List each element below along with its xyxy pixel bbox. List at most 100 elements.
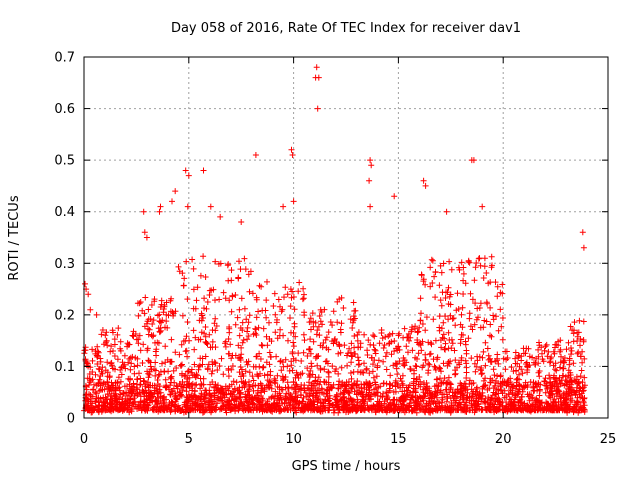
data-point — [325, 368, 332, 375]
data-point — [350, 313, 357, 320]
data-point — [301, 309, 308, 316]
data-point — [289, 349, 296, 355]
data-point — [284, 407, 291, 413]
data-point — [365, 405, 372, 412]
data-point — [253, 353, 260, 360]
data-point — [255, 308, 262, 315]
data-point — [300, 295, 307, 302]
data-point — [128, 360, 135, 367]
data-point — [341, 383, 348, 389]
data-point — [183, 333, 190, 340]
data-point — [464, 389, 471, 396]
data-point — [482, 339, 489, 346]
data-point — [577, 373, 584, 380]
data-point — [526, 391, 533, 398]
data-point — [420, 276, 427, 283]
data-point — [172, 398, 179, 405]
data-point — [225, 277, 232, 284]
data-point — [461, 399, 468, 406]
data-point — [90, 406, 97, 413]
data-point — [168, 336, 175, 343]
data-point — [290, 397, 297, 404]
data-point — [365, 382, 372, 389]
data-point — [144, 347, 151, 354]
data-point — [309, 310, 316, 317]
data-point — [553, 367, 560, 374]
data-point — [238, 398, 245, 405]
data-point — [128, 388, 135, 395]
data-point — [529, 354, 536, 361]
data-point — [97, 395, 104, 402]
data-point — [132, 398, 138, 405]
data-point — [499, 336, 506, 343]
data-point — [332, 396, 339, 403]
data-point — [105, 383, 112, 390]
data-point — [301, 387, 308, 394]
data-point — [139, 360, 146, 366]
data-point — [266, 349, 273, 356]
data-point — [461, 385, 468, 392]
data-point — [291, 407, 298, 414]
data-point — [445, 329, 452, 336]
data-point — [481, 255, 488, 262]
data-point — [443, 398, 450, 405]
data-point — [442, 340, 449, 347]
data-point — [184, 394, 191, 401]
data-point — [244, 328, 251, 335]
data-point — [466, 310, 473, 317]
data-point — [348, 375, 355, 382]
data-point — [566, 403, 573, 410]
data-point — [196, 317, 203, 324]
data-point — [169, 198, 175, 205]
data-point — [503, 380, 510, 387]
data-point — [450, 315, 457, 322]
data-point — [178, 392, 185, 399]
data-point — [363, 366, 370, 373]
data-point — [184, 319, 191, 325]
data-point — [406, 337, 412, 344]
data-point — [125, 359, 132, 366]
data-point — [454, 389, 460, 396]
data-point — [226, 383, 233, 390]
data-point — [421, 393, 428, 400]
data-point — [306, 379, 312, 386]
data-point — [282, 284, 289, 291]
data-point — [268, 385, 275, 392]
data-point — [468, 386, 475, 393]
data-point — [471, 321, 478, 328]
data-point — [102, 367, 109, 374]
data-point — [143, 320, 150, 327]
data-point — [304, 353, 311, 359]
data-point — [518, 399, 525, 406]
data-point — [570, 330, 577, 337]
data-point — [416, 393, 423, 400]
data-point — [204, 299, 211, 305]
data-point — [111, 353, 118, 359]
data-point — [425, 360, 432, 367]
data-point — [524, 402, 531, 409]
data-point — [476, 255, 483, 262]
data-point — [345, 389, 352, 396]
data-point — [512, 349, 519, 356]
data-point — [197, 393, 204, 400]
data-point — [263, 297, 270, 304]
data-point — [284, 291, 291, 298]
data-point — [440, 319, 447, 326]
data-point — [523, 345, 530, 352]
data-point — [413, 363, 420, 370]
data-point — [578, 390, 585, 397]
data-point — [380, 345, 387, 351]
data-point — [425, 402, 432, 409]
data-point — [348, 359, 355, 366]
data-point — [275, 296, 282, 303]
data-point — [455, 359, 462, 366]
data-point — [463, 394, 470, 401]
data-point — [361, 331, 368, 338]
data-point — [170, 367, 177, 374]
data-point — [393, 396, 400, 403]
data-point — [419, 321, 426, 327]
data-point — [201, 392, 208, 399]
data-point — [426, 351, 433, 358]
data-point — [325, 381, 332, 388]
data-point — [423, 385, 429, 392]
